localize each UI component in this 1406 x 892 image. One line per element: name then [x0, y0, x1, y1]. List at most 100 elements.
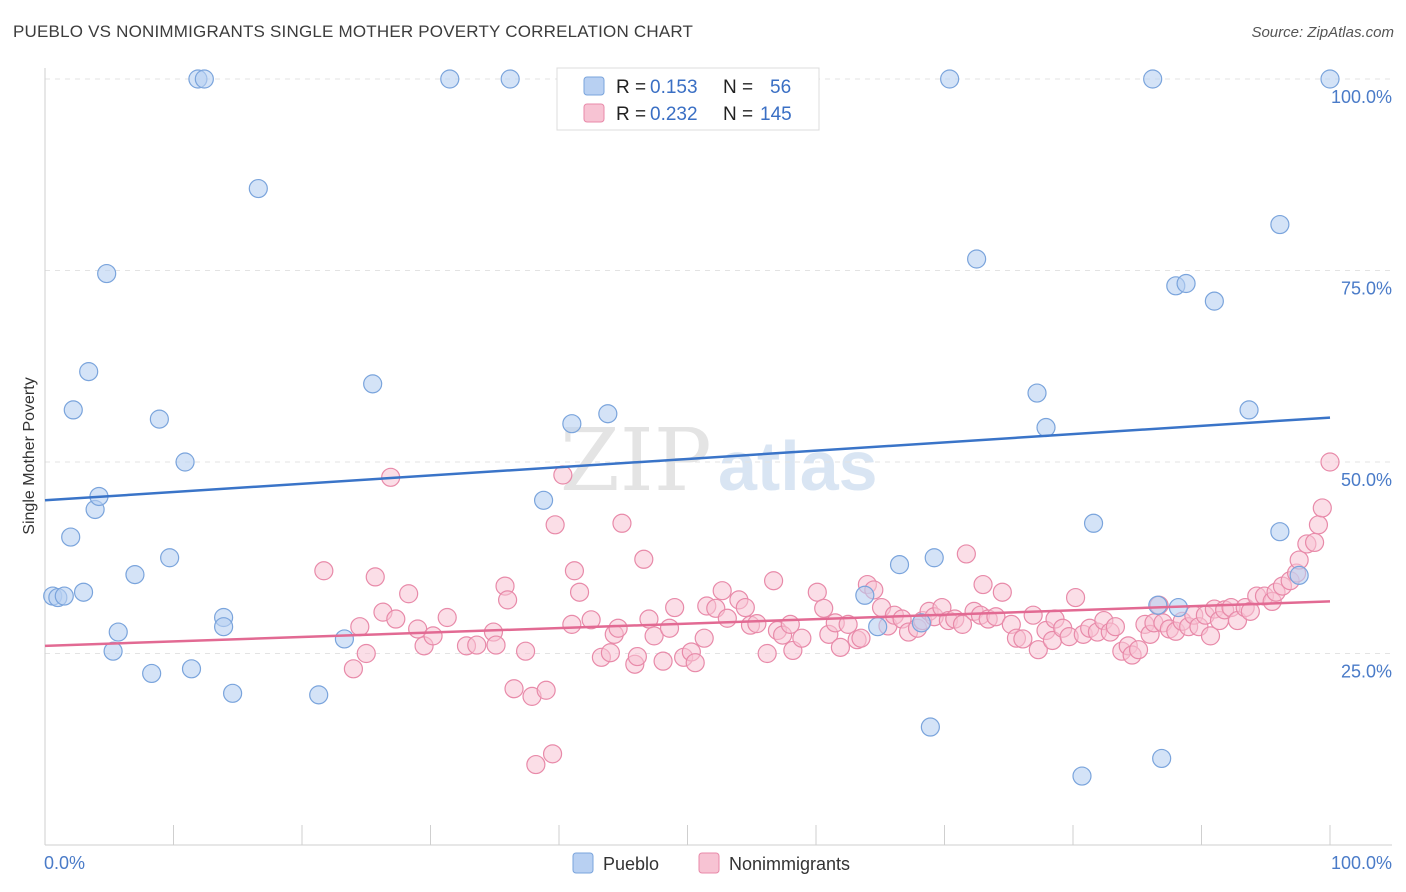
point-pueblo-24 [309, 685, 329, 705]
point-pueblo-13 [142, 663, 162, 684]
point-nonimmigrants-86 [956, 544, 976, 564]
x-tick-labels: 0.0% 100.0% [44, 853, 1392, 873]
point-pueblo-27 [440, 69, 460, 89]
point-nonimmigrants-62 [792, 628, 812, 648]
point-pueblo-42 [1072, 766, 1092, 786]
point-nonimmigrants-41 [653, 651, 673, 671]
point-nonimmigrants-14 [467, 635, 487, 655]
legend-n-label-2: N = [723, 104, 753, 125]
point-pueblo-9 [97, 263, 117, 284]
y-tick-label-2: 75.0% [1341, 279, 1392, 299]
point-nonimmigrants-20 [515, 641, 536, 661]
point-pueblo-11 [108, 622, 128, 642]
point-nonimmigrants-8 [399, 584, 419, 604]
y-axis-label: Single Mother Poverty [21, 377, 38, 534]
point-pueblo-28 [500, 69, 520, 89]
point-nonimmigrants-113 [1128, 640, 1149, 660]
point-nonimmigrants-53 [735, 597, 755, 618]
point-nonimmigrants-95 [1013, 629, 1033, 649]
point-pueblo-17 [181, 659, 202, 679]
point-nonimmigrants-16 [486, 635, 506, 655]
watermark-zip: ZIP [560, 411, 712, 511]
trend-line-pueblo [44, 416, 1331, 502]
bottom-legend-swatch-nonimmigrants [698, 852, 720, 874]
point-pueblo-51 [1239, 400, 1259, 420]
bottom-legend-nonimmigrants: Nonimmigrants [729, 854, 850, 874]
point-pueblo-16 [175, 452, 195, 472]
legend-n-value-1: 56 [770, 77, 791, 98]
correlation-legend: R = 0.153 N = 56 R = 0.232 N = 145 [556, 67, 820, 131]
point-nonimmigrants-145 [1312, 498, 1332, 518]
point-pueblo-50 [1204, 291, 1224, 311]
point-pueblo-37 [924, 548, 944, 568]
point-nonimmigrants-40 [644, 626, 664, 646]
point-pueblo-14 [149, 409, 169, 429]
point-nonimmigrants-57 [763, 571, 784, 591]
point-nonimmigrants-34 [608, 618, 628, 638]
legend-n-value-2: 145 [760, 104, 792, 125]
point-nonimmigrants-37 [627, 646, 647, 667]
legend-r-label-1: R = [616, 77, 646, 98]
series-legend: Pueblo Nonimmigrants [572, 852, 850, 874]
point-pueblo-45 [1148, 595, 1168, 615]
point-pueblo-49 [1176, 273, 1196, 294]
point-pueblo-3 [61, 527, 81, 547]
point-pueblo-25 [334, 629, 355, 649]
legend-r-value-1: 0.153 [650, 77, 698, 98]
point-nonimmigrants-103 [1065, 587, 1086, 608]
point-nonimmigrants-50 [712, 581, 732, 601]
point-nonimmigrants-47 [694, 628, 714, 648]
point-nonimmigrants-42 [659, 618, 680, 638]
point-nonimmigrants-144 [1308, 515, 1329, 535]
point-pueblo-15 [160, 548, 180, 568]
watermark-atlas: atlas [718, 427, 878, 505]
point-pueblo-39 [967, 249, 987, 269]
point-pueblo-35 [911, 613, 931, 633]
point-nonimmigrants-67 [830, 637, 851, 657]
series-pueblo [43, 69, 1340, 786]
point-nonimmigrants-143 [1304, 532, 1325, 553]
chart-title: PUEBLO VS NONIMMIGRANTS SINGLE MOTHER PO… [13, 22, 694, 41]
x-tick-label-1: 100.0% [1331, 853, 1392, 873]
point-nonimmigrants-85 [952, 614, 973, 634]
point-nonimmigrants-27 [562, 614, 582, 634]
point-pueblo-6 [79, 362, 99, 382]
point-pueblo-10 [103, 641, 123, 661]
point-nonimmigrants-68 [838, 614, 858, 634]
point-nonimmigrants-89 [973, 574, 993, 595]
point-nonimmigrants-4 [365, 567, 385, 587]
trend-line-nonimmigrants [44, 600, 1331, 648]
legend-swatch-pueblo [583, 76, 605, 96]
axes [44, 68, 1392, 846]
point-nonimmigrants-25 [545, 515, 565, 535]
point-pueblo-19 [194, 69, 214, 89]
point-nonimmigrants-92 [992, 582, 1012, 602]
point-pueblo-5 [73, 582, 94, 602]
point-nonimmigrants-63 [807, 582, 827, 602]
point-nonimmigrants-18 [498, 590, 518, 610]
point-nonimmigrants-146 [1320, 452, 1340, 472]
y-tick-label-1: 50.0% [1341, 470, 1392, 490]
point-pueblo-55 [1320, 69, 1340, 89]
point-pueblo-40 [1027, 383, 1047, 403]
y-tick-labels: 25.0% 50.0% 75.0% 100.0% [1331, 87, 1392, 682]
point-pueblo-44 [1143, 69, 1163, 89]
point-pueblo-32 [855, 585, 875, 605]
point-pueblo-38 [940, 69, 960, 89]
point-nonimmigrants-3 [356, 643, 376, 664]
point-pueblo-33 [868, 617, 888, 637]
point-pueblo-52 [1270, 522, 1290, 542]
point-pueblo-4 [63, 400, 83, 420]
point-pueblo-2 [54, 586, 74, 606]
point-pueblo-34 [889, 555, 910, 575]
point-nonimmigrants-22 [526, 754, 546, 775]
legend-n-label-1: N = [723, 77, 753, 98]
point-nonimmigrants-97 [1028, 640, 1048, 660]
point-nonimmigrants-19 [504, 679, 524, 699]
source-label: Source: ZipAtlas.com [1251, 24, 1394, 41]
point-nonimmigrants-2 [350, 617, 370, 637]
point-nonimmigrants-1 [343, 659, 363, 679]
point-nonimmigrants-38 [634, 549, 654, 569]
point-nonimmigrants-0 [314, 561, 334, 581]
